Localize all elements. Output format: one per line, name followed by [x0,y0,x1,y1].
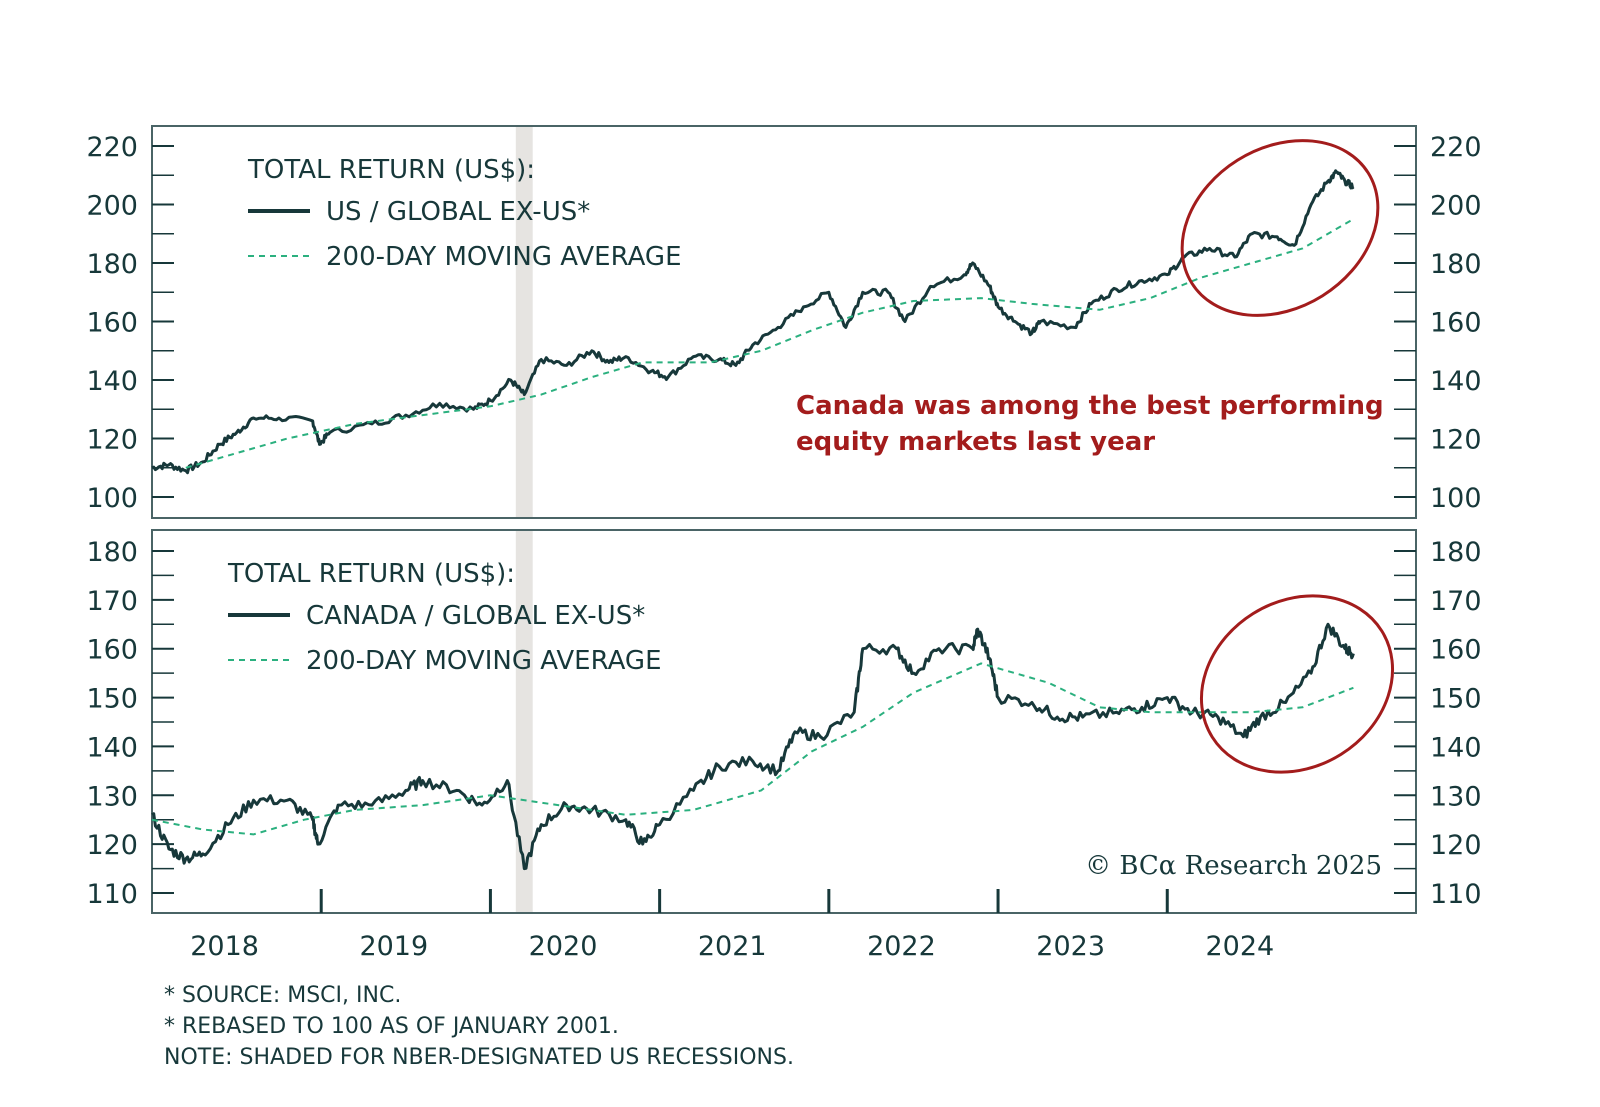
y-tick-label-right: 110 [1430,879,1482,910]
y-tick-label-left: 180 [86,537,138,568]
recession-shading [515,126,533,518]
y-tick-label-left: 140 [86,366,138,397]
series-line [151,622,1355,871]
series-line [151,169,1355,475]
y-tick-label-left: 160 [86,308,138,339]
copyright-logo: © BCα Research 2025 [1085,851,1382,881]
y-tick-label-left: 140 [86,732,138,763]
y-tick-label-left: 130 [86,781,138,812]
y-tick-label-right: 170 [1430,586,1482,617]
y-tick-label-right: 160 [1430,308,1482,339]
highlight-ellipse [1180,139,1380,317]
y-tick-label-left: 220 [86,132,138,163]
y-tick-label-right: 140 [1430,366,1482,397]
y-tick-label-right: 200 [1430,191,1482,222]
y-tick-label-left: 110 [86,879,138,910]
legend-label: CANADA / GLOBAL EX-US* [306,601,645,631]
y-tick-label-right: 100 [1430,483,1482,514]
x-tick-label: 2018 [190,931,259,962]
x-tick-label: 2021 [698,931,767,962]
x-tick-label: 2022 [867,931,936,962]
legend-label: US / GLOBAL EX-US* [326,197,590,227]
legend-title: TOTAL RETURN (US$): [227,559,515,589]
highlight-ellipse [1199,594,1395,774]
x-tick-label: 2024 [1206,931,1275,962]
y-tick-label-right: 120 [1430,425,1482,456]
y-tick-label-left: 180 [86,249,138,280]
panel-1: 100 100 120 120 140 140 160 160 180 180 200 200 220 2… [86,125,1482,519]
footnote-recession: NOTE: SHADED FOR NBER-DESIGNATED US RECE… [164,1045,794,1070]
y-tick-label-right: 180 [1430,537,1482,568]
x-tick-label: 2019 [359,931,428,962]
y-tick-label-right: 140 [1430,732,1482,763]
y-tick-label-left: 120 [86,425,138,456]
annotation-text: Canada was among the best performing [796,391,1384,421]
panel-2: 110 110 120 120 130 130 140 140 150 150 160 160 170 1… [86,529,1482,914]
footnote-rebased: * REBASED TO 100 AS OF JANUARY 2001. [164,1014,619,1039]
moving-average-line [185,218,1354,469]
y-tick-label-left: 100 [86,483,138,514]
y-tick-label-right: 220 [1430,132,1482,163]
legend-label: 200-DAY MOVING AVERAGE [306,646,662,676]
x-tick-label: 2020 [529,931,598,962]
moving-average-line [151,662,1354,836]
y-tick-label-left: 160 [86,635,138,666]
legend-label: 200-DAY MOVING AVERAGE [326,242,682,272]
y-tick-label-right: 180 [1430,249,1482,280]
y-tick-label-left: 200 [86,191,138,222]
y-tick-label-right: 130 [1430,781,1482,812]
y-tick-label-left: 170 [86,586,138,617]
y-tick-label-left: 120 [86,830,138,861]
legend-title: TOTAL RETURN (US$): [247,155,535,185]
footnote-source: * SOURCE: MSCI, INC. [164,983,401,1008]
y-tick-label-right: 120 [1430,830,1482,861]
x-tick-label: 2023 [1036,931,1105,962]
y-tick-label-right: 150 [1430,684,1482,715]
annotation-text: equity markets last year [796,427,1155,457]
y-tick-label-left: 150 [86,684,138,715]
y-tick-label-right: 160 [1430,635,1482,666]
recession-shading [515,530,533,913]
